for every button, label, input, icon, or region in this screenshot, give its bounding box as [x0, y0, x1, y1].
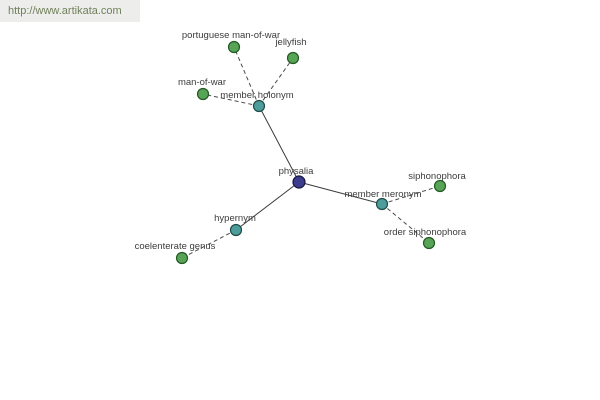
graph-node-man-of-war[interactable]	[196, 87, 210, 101]
graph-edge-member-holonym--portuguese-man-of-war	[233, 46, 260, 107]
graph-node-siphonophora[interactable]	[433, 179, 447, 193]
graph-node-physalia[interactable]	[292, 175, 306, 189]
graph-node-jellyfish[interactable]	[286, 51, 300, 65]
site-url-label: http://www.artikata.com	[0, 0, 140, 22]
graph-edge-hypernym--coelenterate-genus	[181, 229, 237, 259]
graph-edge-physalia--member-holonym	[258, 105, 300, 183]
graph-node-label-man-of-war: man-of-war	[178, 77, 226, 88]
graph-node-label-coelenterate-genus: coelenterate genus	[135, 241, 216, 252]
graph-node-order-siphonophora[interactable]	[422, 236, 436, 250]
graph-node-label-order-siphonophora: order siphonophora	[384, 227, 467, 238]
graph-edge-physalia--hypernym	[235, 181, 300, 231]
graph-node-label-hypernym: hypernym	[214, 213, 256, 224]
graph-node-label-siphonophora: siphonophora	[408, 171, 466, 182]
graph-node-label-jellyfish: jellyfish	[274, 37, 306, 48]
graph-node-label-member-holonym: member holonym	[220, 90, 293, 101]
graph-node-portuguese-man-of-war[interactable]	[227, 40, 241, 54]
graph-node-member-holonym[interactable]	[252, 99, 266, 113]
graph-edge-member-holonym--jellyfish	[258, 57, 294, 107]
graph-node-member-meronym[interactable]	[375, 197, 389, 211]
graph-edge-member-meronym--order-siphonophora	[381, 203, 430, 244]
graph-node-label-portuguese-man-of-war: portuguese man-of-war	[182, 30, 280, 41]
graph-edge-member-meronym--siphonophora	[381, 185, 441, 205]
graph-edge-member-holonym--man-of-war	[202, 93, 260, 107]
graph-node-label-member-meronym: member meronym	[344, 189, 421, 200]
graph-node-coelenterate-genus[interactable]	[175, 251, 189, 265]
graph-node-label-physalia: physalia	[279, 166, 315, 177]
graph-edge-physalia--member-meronym	[298, 181, 383, 205]
graph-node-hypernym[interactable]	[229, 223, 243, 237]
